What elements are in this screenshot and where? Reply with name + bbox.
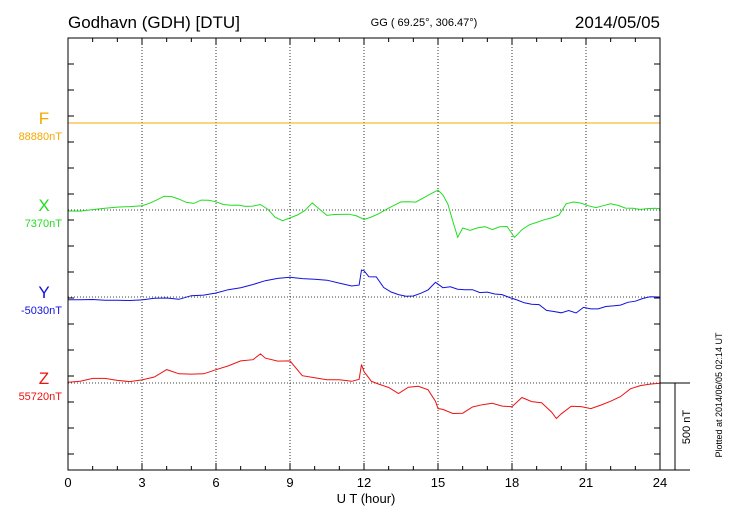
channel-name-f: F	[39, 109, 49, 128]
x-tick-label: 0	[64, 475, 71, 490]
scale-bar-label: 500 nT	[681, 410, 693, 445]
axes: 0 3 6 9 12 15 18 21 24	[64, 37, 667, 490]
x-tick-label: 21	[579, 475, 593, 490]
scale-bar: 500 nT	[660, 382, 693, 471]
series-layer	[67, 122, 661, 420]
x-tick-label: 9	[286, 475, 293, 490]
channel-name-z: Z	[39, 369, 49, 388]
channel-labels: F 88880nT X 7370nT Y -5030nT Z 55720nT	[19, 109, 63, 403]
channel-name-x: X	[38, 196, 49, 215]
channel-name-y: Y	[38, 283, 49, 302]
grid-layer	[68, 38, 660, 470]
baseline-value-y: -5030nT	[21, 305, 62, 317]
series-line-x	[67, 189, 661, 239]
series-line-y	[68, 269, 661, 314]
baseline-value-z: 55720nT	[19, 391, 63, 403]
station-coords: GG ( 69.25°, 306.47°)	[371, 17, 478, 29]
plotted-at-note: Plotted at 2014/06/05 02:14 UT	[714, 332, 724, 458]
x-tick-label: 3	[138, 475, 145, 490]
x-tick-label: 15	[431, 475, 445, 490]
baseline-value-f: 88880nT	[19, 131, 63, 143]
x-axis-label: U T (hour)	[337, 491, 396, 506]
x-tick-label: 18	[505, 475, 519, 490]
baseline-value-x: 7370nT	[25, 218, 63, 230]
x-tick-label: 12	[357, 475, 371, 490]
station-title: Godhavn (GDH) [DTU]	[68, 13, 240, 32]
chart-date: 2014/05/05	[575, 13, 660, 32]
x-tick-label: 6	[212, 475, 219, 490]
series-line-z	[67, 353, 661, 420]
x-tick-label: 24	[653, 475, 667, 490]
